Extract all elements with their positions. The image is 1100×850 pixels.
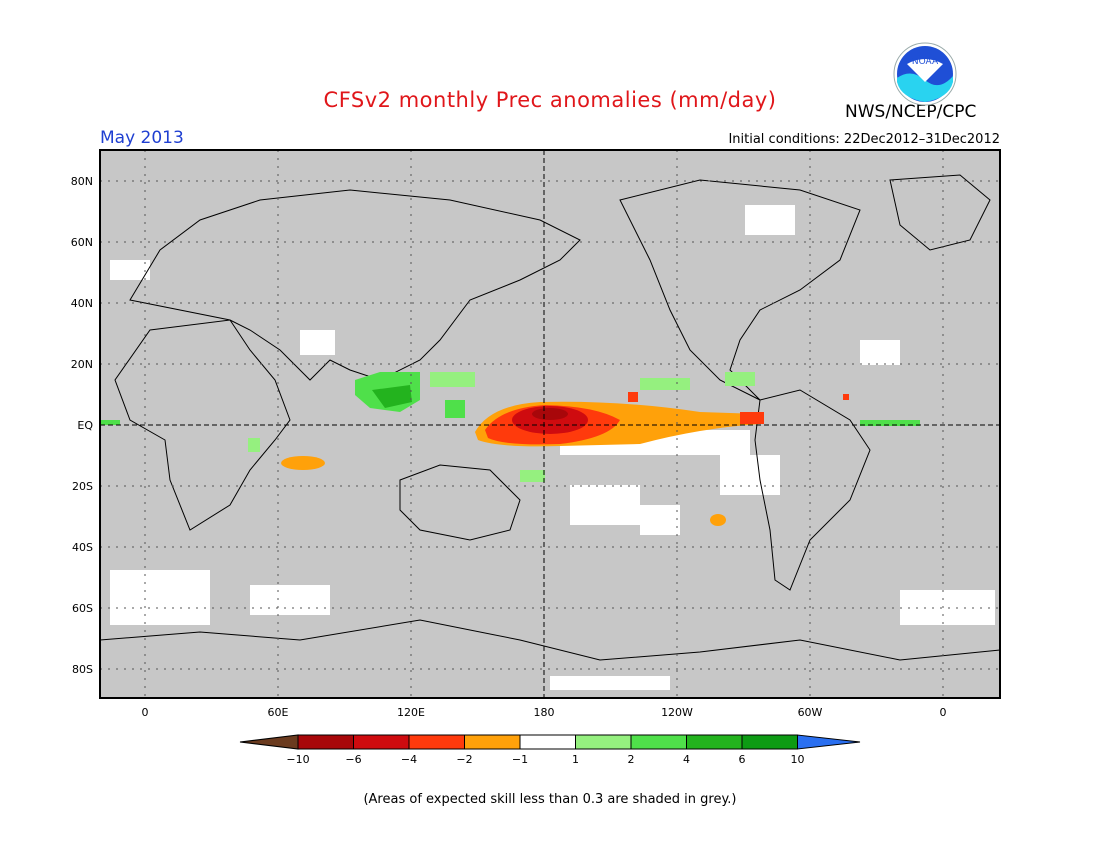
lon-label: 60E xyxy=(268,706,289,719)
colorbar-swatch xyxy=(519,734,576,750)
latitude-labels: 80N 60N 40N 20N EQ 20S 40S 60S 80S xyxy=(71,175,94,676)
map-title: CFSv2 monthly Prec anomalies (mm/day) xyxy=(323,88,777,112)
lon-label: 0 xyxy=(940,706,947,719)
colorbar-label: 1 xyxy=(572,753,579,766)
colorbar-label: 4 xyxy=(683,753,690,766)
lon-label: 120E xyxy=(397,706,425,719)
wet-anomaly-regions xyxy=(100,372,920,482)
lon-label: 0 xyxy=(142,706,149,719)
lat-label: 40S xyxy=(72,541,93,554)
colorbar-label: 2 xyxy=(628,753,635,766)
colorbar-swatch xyxy=(464,734,521,750)
colorbar-swatch xyxy=(686,734,743,750)
colorbar-label: −4 xyxy=(401,753,417,766)
noaa-logo-text: NOAA xyxy=(912,57,939,67)
lat-label: 80N xyxy=(71,175,93,188)
colorbar-swatch xyxy=(575,734,632,750)
lat-label: 60N xyxy=(71,236,93,249)
eurasia-outline xyxy=(129,189,581,381)
lat-label: 60S xyxy=(72,602,93,615)
colorbar-label: −6 xyxy=(345,753,361,766)
lon-label: 60W xyxy=(798,706,823,719)
north-america-outline xyxy=(619,179,861,401)
south-america-outline xyxy=(754,389,871,591)
colorbar-swatch xyxy=(741,734,798,750)
australia-outline xyxy=(399,464,521,541)
map-frame xyxy=(99,149,1001,699)
near-zero-patches xyxy=(110,205,995,690)
colorbar-label: 10 xyxy=(791,753,805,766)
africa-outline xyxy=(114,319,291,531)
lat-label: EQ xyxy=(77,419,93,432)
forecast-month: May 2013 xyxy=(100,128,184,148)
colorbar-label: −2 xyxy=(456,753,472,766)
colorbar-swatch xyxy=(408,734,465,750)
colorbar-swatch xyxy=(297,734,354,750)
initial-conditions: Initial conditions: 22Dec2012–31Dec2012 xyxy=(728,132,1000,147)
lon-label: 180 xyxy=(534,706,555,719)
colorbar: −10 −6 −4 −2 −1 1 2 4 6 10 xyxy=(239,734,861,766)
antarctica-outline xyxy=(99,619,1001,661)
noaa-logo: NOAA xyxy=(893,42,957,106)
lat-label: 20N xyxy=(71,358,93,371)
longitude-labels: 0 60E 120E 180 120W 60W 0 xyxy=(142,706,947,719)
agency-label: NWS/NCEP/CPC xyxy=(845,102,977,122)
colorbar-swatch xyxy=(353,734,410,750)
lat-label: 40N xyxy=(71,297,93,310)
coastlines xyxy=(99,174,1001,661)
greenland-outline xyxy=(889,174,991,251)
lat-label: 80S xyxy=(72,663,93,676)
colorbar-label: −10 xyxy=(286,753,309,766)
colorbar-arrow-low xyxy=(239,734,299,750)
lon-label: 120W xyxy=(661,706,693,719)
equator-dateline xyxy=(100,150,1000,698)
lat-label: 20S xyxy=(72,480,93,493)
graticule xyxy=(100,150,1000,698)
colorbar-arrow-high xyxy=(797,734,861,750)
colorbar-label: −1 xyxy=(512,753,528,766)
colorbar-swatch xyxy=(630,734,687,750)
colorbar-label: 6 xyxy=(739,753,746,766)
footnote: (Areas of expected skill less than 0.3 a… xyxy=(363,792,737,807)
